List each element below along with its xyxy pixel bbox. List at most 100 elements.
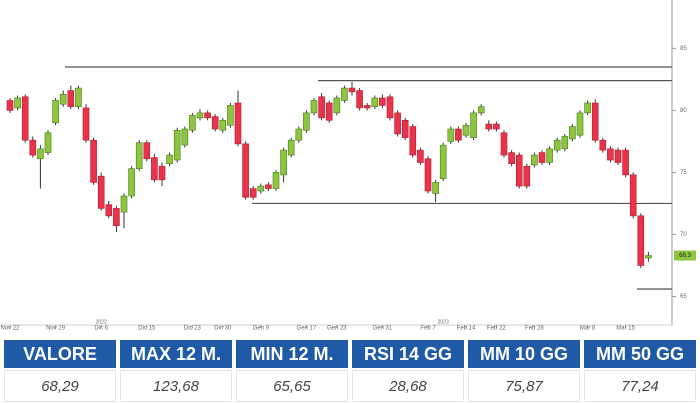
candle-body (135, 142, 143, 170)
candle-body (424, 158, 432, 192)
candle-body (576, 112, 584, 136)
table-row: 68,29 123,68 65,65 28,68 75,87 77,24 (4, 370, 696, 402)
x-tick-label: Feb 14 (457, 326, 476, 332)
candle-body (561, 136, 569, 150)
candle-body (196, 112, 204, 119)
y-tick-label: 80 (680, 108, 687, 114)
x-tick-label: Dic 23 (184, 326, 202, 332)
candle-body (333, 97, 341, 114)
candle-body (599, 139, 607, 151)
y-tick-label: 75 (680, 170, 687, 176)
x-tick-label: Gen 17 (297, 326, 317, 332)
candle-body (204, 112, 211, 119)
candle-body (120, 195, 128, 213)
candle-body (439, 144, 447, 179)
candle-body (394, 112, 401, 135)
candle-body (318, 96, 325, 119)
x-tick-label: Mar 8 (580, 326, 596, 332)
candle-body (14, 97, 21, 109)
candle-body (59, 93, 67, 105)
candle-body (485, 123, 493, 130)
candle-body (37, 148, 44, 160)
candle-body (500, 132, 508, 156)
price-tag (674, 250, 696, 261)
value-cell: 123,68 (120, 370, 232, 402)
header-cell: MM 10 GG (468, 340, 580, 368)
candle-body (310, 100, 318, 114)
candle-body (158, 165, 166, 181)
candle-body (455, 128, 462, 141)
candle-body (143, 142, 151, 160)
candle-body (82, 107, 90, 141)
candle-body (348, 87, 356, 93)
candle-body (371, 97, 379, 107)
candle-body (181, 128, 189, 146)
header-cell: RSI 14 GG (352, 340, 464, 368)
candle-body (113, 208, 120, 227)
candle-body (52, 100, 59, 124)
x-tick-label: Gen 9 (253, 326, 270, 332)
candle-body (29, 139, 37, 156)
candle-body (242, 143, 249, 198)
candle-body (227, 105, 234, 126)
x-tick-label: Gen 31 (373, 326, 393, 332)
candle-body (303, 112, 310, 131)
x-tick-label: Feb 28 (525, 326, 544, 332)
candle-body (234, 102, 242, 145)
candle-body (189, 115, 196, 131)
candle-body (614, 149, 622, 163)
stats-table: VALORE MAX 12 M. MIN 12 M. RSI 14 GG MM … (0, 338, 700, 404)
candle-body (219, 120, 227, 131)
candle-body (477, 106, 485, 114)
x-tick-label: Mar 15 (616, 326, 635, 332)
header-cell: MIN 12 M. (236, 340, 348, 368)
candle-body (538, 152, 546, 163)
candle-body (151, 157, 158, 181)
candle-body (287, 139, 295, 156)
candle-body (629, 174, 637, 217)
header-cell: VALORE (4, 340, 116, 368)
candle-body (637, 215, 645, 266)
candle-body (356, 90, 363, 109)
table-header: VALORE MAX 12 M. MIN 12 M. RSI 14 GG MM … (4, 340, 696, 368)
candle-body (265, 184, 272, 189)
candle-body (523, 165, 531, 187)
value-cell: 65,65 (236, 370, 348, 402)
candle-body (493, 123, 500, 130)
candle-body (75, 87, 82, 107)
y-tick-label: 70 (680, 232, 687, 238)
candle-body (584, 102, 591, 114)
x-year-label: 2023 (438, 319, 449, 325)
candle-body (166, 154, 173, 165)
x-tick-label: Gen 23 (327, 326, 347, 332)
value-cell: 68,29 (4, 370, 116, 402)
candle-body (249, 188, 257, 198)
price-tag-label: 68.3 (679, 253, 691, 259)
candle-body (44, 132, 52, 153)
candle-body (531, 154, 538, 166)
candle-body (379, 97, 386, 106)
candle-body (386, 96, 394, 119)
value-cell: 77,24 (584, 370, 696, 402)
candle-body (173, 129, 181, 161)
candle-body (211, 116, 219, 130)
candle-body (90, 139, 97, 183)
candle-body (21, 96, 29, 141)
x-tick-label: Feb 7 (420, 326, 436, 332)
candle-body (546, 148, 553, 163)
candle-body (470, 112, 477, 138)
x-tick-label: Dic 15 (138, 326, 156, 332)
candle-body (462, 124, 470, 136)
header-cell: MM 50 GG (584, 340, 696, 368)
candle-body (401, 120, 409, 138)
value-cell: 28,68 (352, 370, 464, 402)
candle-body (447, 128, 455, 142)
candle-body (128, 168, 135, 197)
y-tick-label: 85 (680, 46, 687, 52)
candle-body (569, 126, 576, 140)
candle-body (432, 182, 439, 194)
candle-body (607, 148, 614, 161)
value-cell: 75,87 (468, 370, 580, 402)
